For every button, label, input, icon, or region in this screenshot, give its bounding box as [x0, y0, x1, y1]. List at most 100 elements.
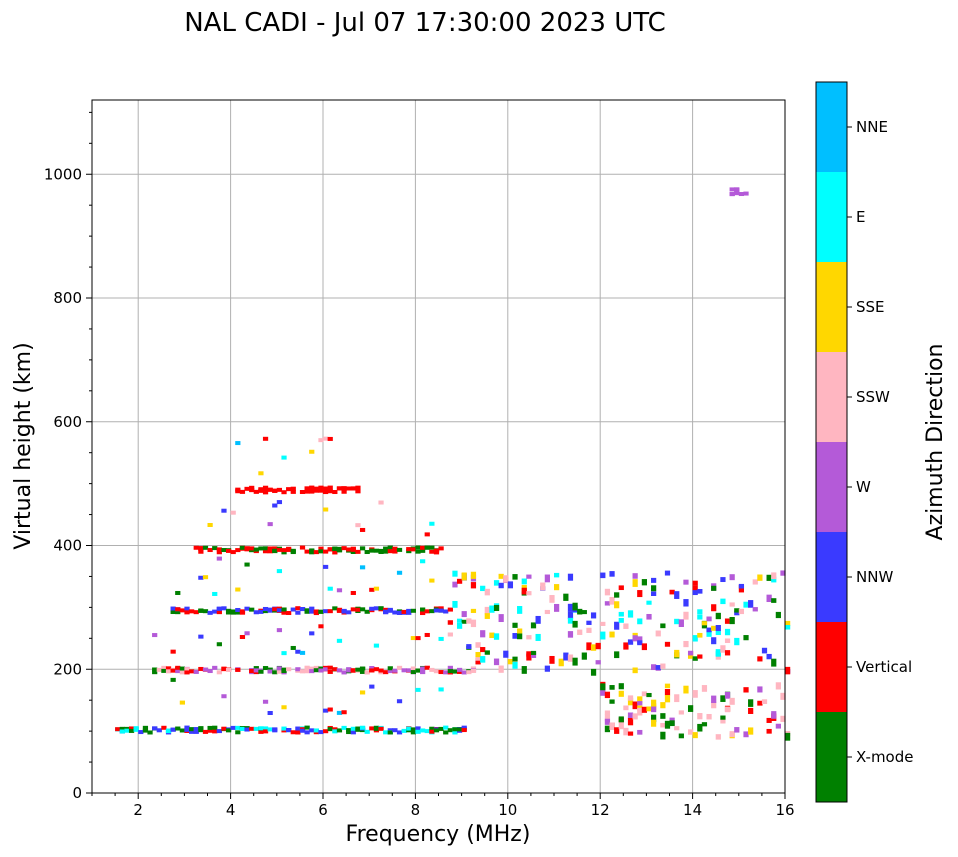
echo-point [595, 642, 601, 650]
echo-point [299, 489, 306, 494]
echo-point [350, 730, 356, 735]
echo-point [327, 665, 333, 670]
echo-point [179, 700, 185, 705]
echo-point [711, 604, 717, 612]
echo-point [262, 485, 269, 490]
echo-point [332, 546, 338, 551]
echo-point [133, 727, 139, 732]
echo-point [193, 545, 199, 550]
echo-point [290, 489, 296, 494]
echo-point [581, 652, 587, 660]
echo-point [346, 728, 352, 733]
echo-point [572, 620, 578, 628]
echo-point [152, 667, 158, 672]
echo-point [447, 632, 453, 637]
echo-point [332, 550, 338, 555]
echo-point [406, 549, 412, 554]
echo-point [438, 670, 444, 675]
echo-point [521, 587, 527, 595]
echo-point [304, 665, 310, 670]
echo-point [207, 522, 213, 527]
echo-point [304, 489, 310, 494]
echo-point [660, 702, 666, 709]
echo-point [461, 728, 467, 733]
echo-point [475, 658, 481, 665]
echo-point [720, 695, 726, 702]
echo-point [359, 607, 366, 612]
echo-point [346, 547, 352, 552]
echo-point [221, 548, 227, 553]
echo-point [646, 706, 652, 712]
echo-point [586, 642, 592, 651]
echo-point [706, 713, 712, 720]
echo-point [443, 725, 449, 730]
echo-point [272, 488, 278, 493]
echo-point [683, 611, 689, 620]
echo-point [318, 546, 324, 551]
echo-point [392, 546, 398, 551]
echo-point [304, 609, 310, 614]
echo-point [235, 489, 241, 494]
y-tick-label: 800 [53, 289, 82, 307]
echo-point [604, 710, 611, 715]
echo-point [239, 545, 246, 550]
echo-point [766, 728, 772, 734]
echo-point [299, 650, 306, 655]
echo-point [567, 611, 574, 620]
echo-point [355, 607, 361, 612]
echo-point [230, 610, 236, 615]
echo-point [590, 644, 597, 651]
echo-point [309, 550, 315, 555]
echo-point [452, 730, 458, 735]
echo-point [646, 600, 652, 605]
colorbar-frame [815, 81, 848, 803]
echo-point [706, 616, 712, 622]
echo-point [212, 546, 218, 551]
echo-point [461, 670, 467, 675]
echo-point [549, 595, 555, 603]
axis-ticks: 2 4 6 8 10 12 14 16 0 200 400 600 800 1000 [44, 111, 795, 819]
echo-point [415, 687, 421, 692]
echo-point [637, 729, 643, 735]
echo-point [724, 628, 731, 636]
echo-point [600, 572, 606, 579]
echo-point [323, 667, 329, 672]
echo-point [452, 581, 458, 588]
echo-point [410, 730, 416, 735]
echo-point [272, 546, 278, 551]
echo-point [290, 550, 296, 555]
echo-point [184, 727, 190, 732]
echo-point [637, 590, 643, 598]
echo-point [627, 639, 634, 645]
echo-point [258, 609, 264, 614]
echo-point [493, 580, 500, 586]
echo-point [406, 668, 412, 673]
echo-point [290, 607, 296, 612]
echo-point [452, 669, 458, 674]
echo-point [286, 546, 292, 551]
echo-point [429, 545, 435, 550]
echo-point [401, 609, 407, 614]
echo-point [207, 725, 213, 730]
echo-point [484, 650, 490, 655]
echo-point [447, 665, 453, 670]
echo-point [600, 631, 606, 640]
echo-point [743, 601, 749, 608]
echo-point [734, 610, 740, 616]
echo-point [572, 657, 578, 666]
echo-point [711, 701, 717, 709]
echo-point [313, 550, 319, 555]
echo-point [711, 695, 717, 703]
echo-point [623, 642, 629, 650]
echo-point [517, 633, 523, 640]
echo-point [766, 717, 772, 723]
echo-point [364, 729, 370, 734]
echo-point [138, 730, 144, 735]
echo-point [526, 574, 532, 579]
echo-point [165, 669, 172, 674]
x-tick-label: 6 [318, 801, 328, 819]
echo-point [373, 726, 380, 731]
echo-point [734, 188, 740, 193]
echo-point [660, 722, 666, 728]
